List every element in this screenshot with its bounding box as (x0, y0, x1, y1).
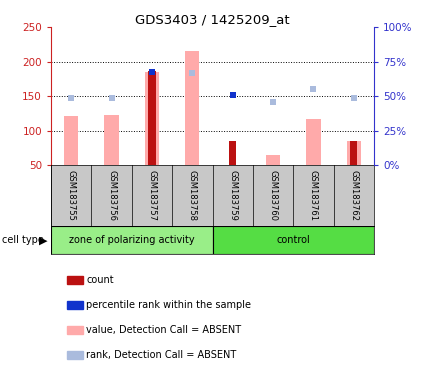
Text: ▶: ▶ (39, 235, 48, 245)
Text: control: control (276, 235, 310, 245)
Text: count: count (86, 275, 114, 285)
Text: GSM183755: GSM183755 (67, 170, 76, 221)
Bar (212, 227, 374, 254)
Bar (67, 276, 83, 284)
Bar (148, 71, 156, 166)
Text: percentile rank within the sample: percentile rank within the sample (86, 300, 251, 310)
Text: GSM183761: GSM183761 (309, 170, 318, 221)
Bar (67, 326, 83, 334)
Bar (67, 301, 83, 309)
Bar (105, 115, 119, 166)
Bar (350, 141, 357, 166)
Text: GSM183759: GSM183759 (228, 170, 237, 221)
Text: GSM183760: GSM183760 (269, 170, 278, 221)
Text: GSM183756: GSM183756 (107, 170, 116, 221)
Text: value, Detection Call = ABSENT: value, Detection Call = ABSENT (86, 325, 241, 335)
Bar (185, 51, 199, 166)
Bar (51, 227, 212, 254)
Title: GDS3403 / 1425209_at: GDS3403 / 1425209_at (135, 13, 290, 26)
Text: cell type: cell type (2, 235, 44, 245)
Text: rank, Detection Call = ABSENT: rank, Detection Call = ABSENT (86, 350, 237, 360)
Text: GSM183757: GSM183757 (147, 170, 156, 221)
Bar (64, 116, 78, 166)
Text: GSM183762: GSM183762 (349, 170, 358, 221)
Bar (67, 351, 83, 359)
Bar (266, 155, 280, 166)
Text: zone of polarizing activity: zone of polarizing activity (69, 235, 195, 245)
Bar (229, 141, 236, 166)
Bar (145, 72, 159, 166)
Text: GSM183758: GSM183758 (188, 170, 197, 221)
Bar (306, 119, 320, 166)
Bar (347, 141, 361, 166)
